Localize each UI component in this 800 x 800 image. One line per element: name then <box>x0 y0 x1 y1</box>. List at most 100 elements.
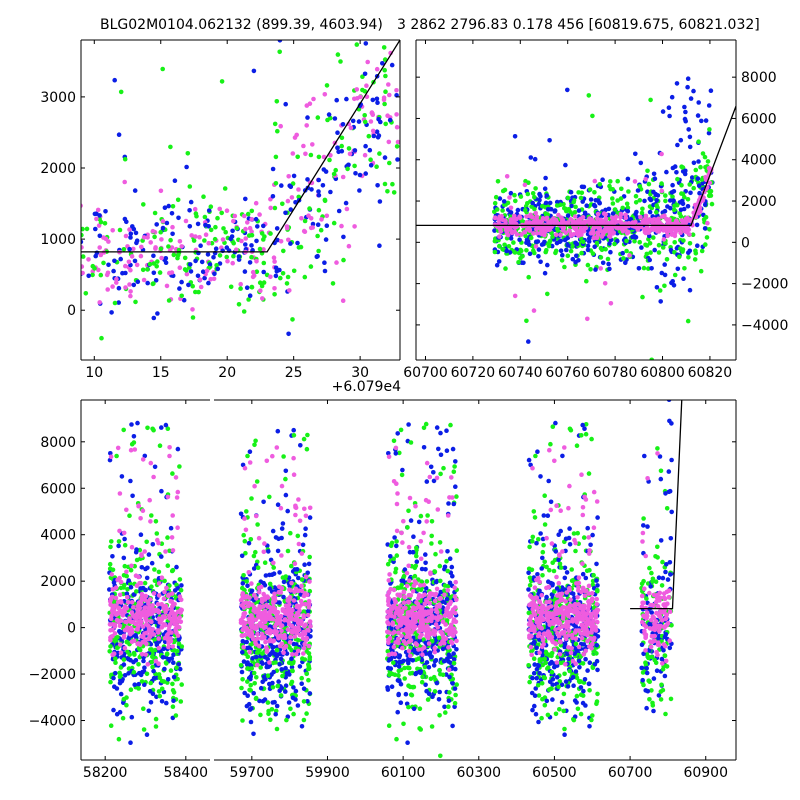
bottom-point <box>530 534 536 540</box>
bottom-point <box>255 522 260 527</box>
bottom-point <box>283 468 289 474</box>
bottom-point <box>580 422 585 428</box>
bottom-point <box>171 660 176 665</box>
bottom-point <box>448 422 453 428</box>
right-point <box>565 253 571 259</box>
right-point <box>576 190 581 195</box>
bottom-point <box>557 679 563 684</box>
right-point <box>503 266 508 271</box>
bottom-point <box>437 540 443 545</box>
right-point <box>508 227 513 232</box>
zoom-ytick-label: 2000 <box>40 161 76 177</box>
right-point <box>569 203 574 209</box>
bottom-point <box>148 611 153 617</box>
right-point <box>671 207 677 213</box>
right-point <box>591 202 597 208</box>
zoom-model-line <box>81 40 400 253</box>
right-point <box>533 244 539 249</box>
bottom-point <box>562 575 568 581</box>
bottom-point <box>394 553 400 558</box>
right-point <box>692 257 698 262</box>
bottom-point <box>121 427 126 433</box>
zoom-point <box>160 218 166 224</box>
bottom-point <box>140 624 146 629</box>
zoom-point <box>272 292 277 297</box>
bottom-point <box>244 509 249 514</box>
right-point <box>525 191 531 197</box>
bottom-point <box>265 656 271 662</box>
right-point <box>672 240 677 245</box>
bottom-point <box>142 605 148 610</box>
right-point <box>680 218 685 224</box>
zoom-point <box>272 286 277 291</box>
bottom-point <box>133 621 138 626</box>
bottom-point <box>279 685 285 691</box>
title-right: 3 2862 2796.83 0.178 456 [60819.675, 608… <box>397 17 760 33</box>
right-point <box>692 202 698 208</box>
bottom-point <box>170 604 175 609</box>
bottom-point <box>135 607 140 613</box>
zoom-point <box>394 124 400 130</box>
right-point <box>492 238 498 244</box>
bottom-point <box>170 471 175 476</box>
zoom-point <box>254 224 260 229</box>
zoom-point <box>375 135 381 140</box>
right-point <box>576 208 582 213</box>
zoom-point <box>243 242 248 247</box>
right-point <box>646 181 652 187</box>
bottom-point <box>249 496 254 501</box>
bottom-point <box>118 650 124 655</box>
bottom-point <box>542 559 547 565</box>
bottom-point <box>246 701 252 707</box>
zoom-point <box>304 123 310 128</box>
bottom-point <box>305 432 310 438</box>
right-point <box>585 316 590 322</box>
bottom-point <box>146 605 151 611</box>
zoom-point <box>139 244 144 250</box>
bottom-point <box>445 656 450 661</box>
bottom-point <box>388 554 393 559</box>
zoom-point <box>98 272 104 278</box>
bottom-point <box>592 649 597 654</box>
right-point <box>593 235 599 240</box>
zoom-point <box>370 112 376 117</box>
bottom-point <box>407 665 412 671</box>
zoom-point <box>251 68 257 74</box>
zoom-point <box>208 204 214 209</box>
bottom-point <box>299 681 305 686</box>
right-point <box>512 250 518 255</box>
right-point <box>633 200 639 205</box>
bottom-point <box>440 646 446 652</box>
right-point <box>680 201 686 207</box>
right-point <box>612 207 618 212</box>
zoom-point <box>286 331 291 337</box>
bottom-point <box>128 447 134 453</box>
bottom-point <box>586 471 592 476</box>
zoom-point <box>198 284 204 290</box>
bottom-point <box>287 645 292 650</box>
zoom-point <box>390 181 395 187</box>
bottom-point <box>429 519 435 524</box>
zoom-point <box>307 206 312 211</box>
right-point <box>585 262 591 268</box>
bottom-point <box>429 724 435 729</box>
bottom-point <box>141 727 147 732</box>
zoom-point <box>155 259 160 264</box>
zoom-point <box>377 243 382 248</box>
bottom-point <box>170 567 176 573</box>
right-point <box>696 139 701 144</box>
bottom-point <box>167 445 172 450</box>
zoom-point <box>330 281 336 286</box>
right-point <box>573 204 578 210</box>
bottom-point <box>570 591 576 597</box>
right-point <box>615 238 620 244</box>
right-point <box>590 226 596 232</box>
zoom-point <box>164 220 170 226</box>
right-point <box>576 233 581 238</box>
bottom-point <box>583 422 589 427</box>
right-point <box>672 272 678 278</box>
zoom-point <box>195 273 201 279</box>
bottom-point <box>433 658 439 663</box>
bottom-point <box>247 449 253 455</box>
bottom-point <box>289 656 294 661</box>
